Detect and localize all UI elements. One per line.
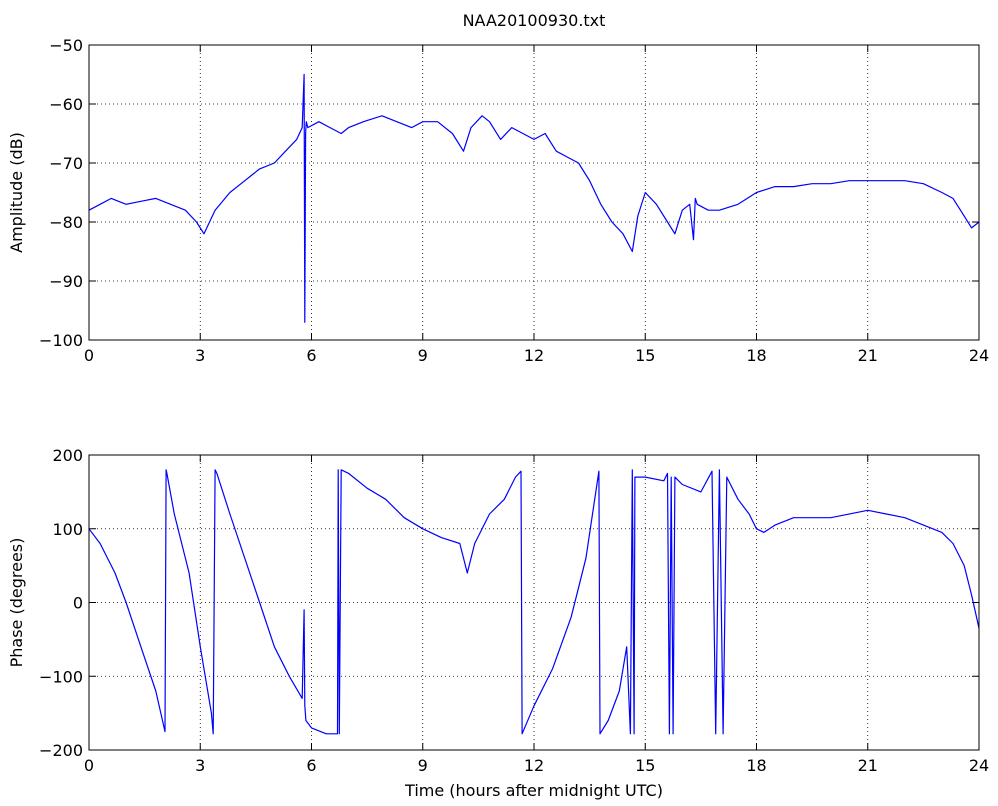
x-tick-label: 0 xyxy=(84,756,94,775)
y-tick-label: −100 xyxy=(39,667,83,686)
y-tick-label: −50 xyxy=(49,36,83,55)
y-tick-label: 100 xyxy=(52,520,83,539)
x-tick-label: 6 xyxy=(306,756,316,775)
amplitude-plot: 0 3 6 9 12 15 18 21 24 −50 −60 −70 −80 −90 −100 Amplitu… xyxy=(7,36,989,365)
x-tick-label: 12 xyxy=(524,346,544,365)
x-tick-label: 21 xyxy=(858,346,878,365)
y-axis-label: Amplitude (dB) xyxy=(7,132,26,253)
x-tick-label: 18 xyxy=(746,756,766,775)
y-tick-label: 0 xyxy=(73,594,83,613)
y-tick-label: −100 xyxy=(39,331,83,350)
series-line-0 xyxy=(88,469,980,735)
y-tick-label: −200 xyxy=(39,741,83,760)
series-line-0 xyxy=(88,73,980,323)
y-tick-label: 200 xyxy=(52,446,83,465)
y-axis-label: Phase (degrees) xyxy=(7,538,26,668)
y-tick-label: −60 xyxy=(49,95,83,114)
x-tick-label: 24 xyxy=(969,756,989,775)
phase-plot: 0 3 6 9 12 15 18 21 24 200 100 0 −100 −200 Phase (degr… xyxy=(7,446,989,800)
x-tick-label: 12 xyxy=(524,756,544,775)
x-tick-label: 18 xyxy=(746,346,766,365)
x-tick-label: 24 xyxy=(969,346,989,365)
x-tick-label: 3 xyxy=(195,756,205,775)
x-tick-label: 9 xyxy=(418,346,428,365)
x-tick-label: 9 xyxy=(418,756,428,775)
x-axis-label: Time (hours after midnight UTC) xyxy=(404,781,663,800)
x-tick-label: 21 xyxy=(858,756,878,775)
x-tick-label: 15 xyxy=(635,346,655,365)
y-tick-label: −80 xyxy=(49,213,83,232)
y-tick-label: −90 xyxy=(49,272,83,291)
x-tick-label: 15 xyxy=(635,756,655,775)
x-tick-label: 6 xyxy=(306,346,316,365)
x-tick-label: 0 xyxy=(84,346,94,365)
chart-title: NAA20100930.txt xyxy=(463,11,606,30)
x-tick-label: 3 xyxy=(195,346,205,365)
y-tick-label: −70 xyxy=(49,154,83,173)
plot-area xyxy=(89,45,979,340)
